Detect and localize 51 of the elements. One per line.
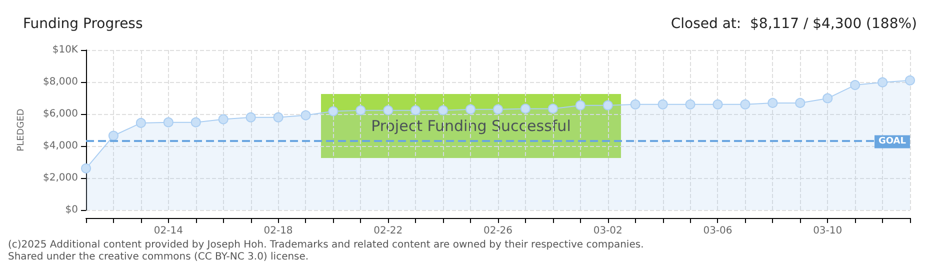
point bbox=[493, 104, 503, 114]
point bbox=[300, 110, 311, 120]
point bbox=[685, 99, 696, 110]
point bbox=[356, 105, 366, 116]
point bbox=[383, 105, 394, 116]
y-axis-title: PLEDGED bbox=[16, 108, 26, 152]
point bbox=[218, 114, 228, 124]
point bbox=[410, 105, 421, 116]
x-tick-label: 03-10 bbox=[813, 226, 842, 236]
text: Shared under the creative commons (CC BY-NC 3.0) license. bbox=[8, 252, 309, 262]
point bbox=[163, 117, 174, 128]
point bbox=[136, 118, 146, 128]
y-tick-label: $0 bbox=[65, 204, 78, 216]
point bbox=[712, 99, 723, 110]
point bbox=[328, 106, 338, 116]
x-tick-label: 02-14 bbox=[154, 226, 183, 236]
x-tick-label: 02-22 bbox=[374, 226, 403, 236]
point bbox=[438, 105, 448, 116]
point bbox=[822, 93, 833, 104]
ref-line-label: GOAL bbox=[878, 136, 906, 147]
chart-title: Funding Progress bbox=[23, 16, 143, 32]
point bbox=[630, 99, 640, 110]
point bbox=[466, 104, 476, 114]
point bbox=[658, 99, 668, 110]
point bbox=[81, 163, 91, 174]
y-tick-label: $2,000 bbox=[43, 172, 78, 184]
chart-subtitle: Closed at: $8,117 / $4,300 (188%) bbox=[670, 16, 918, 32]
text: (c)2025 Additional content provided by Joseph Hoh. Trademarks and related content are owned by their respective companies. bbox=[8, 240, 644, 250]
point bbox=[768, 98, 778, 108]
point bbox=[520, 104, 530, 114]
x-tick-label: 02-26 bbox=[483, 226, 513, 236]
point bbox=[246, 112, 256, 122]
point bbox=[273, 112, 284, 122]
x-tick-label: 02-18 bbox=[264, 226, 293, 236]
point bbox=[602, 100, 613, 110]
y-tick-label: $10K bbox=[52, 44, 78, 56]
x-tick-label: 03-06 bbox=[703, 226, 732, 236]
point bbox=[740, 99, 750, 110]
point bbox=[878, 77, 888, 88]
annotation: Project Funding Successful bbox=[371, 117, 571, 135]
point bbox=[905, 75, 915, 86]
point bbox=[850, 80, 860, 90]
y-tick-label: $8,000 bbox=[43, 76, 78, 88]
point bbox=[548, 104, 558, 114]
point bbox=[795, 98, 806, 108]
point bbox=[108, 130, 118, 141]
point bbox=[575, 100, 586, 110]
y-tick-label: $4,000 bbox=[43, 140, 78, 152]
x-tick-label: 03-02 bbox=[593, 226, 622, 236]
point bbox=[190, 117, 201, 128]
y-tick-label: $6,000 bbox=[43, 108, 78, 120]
